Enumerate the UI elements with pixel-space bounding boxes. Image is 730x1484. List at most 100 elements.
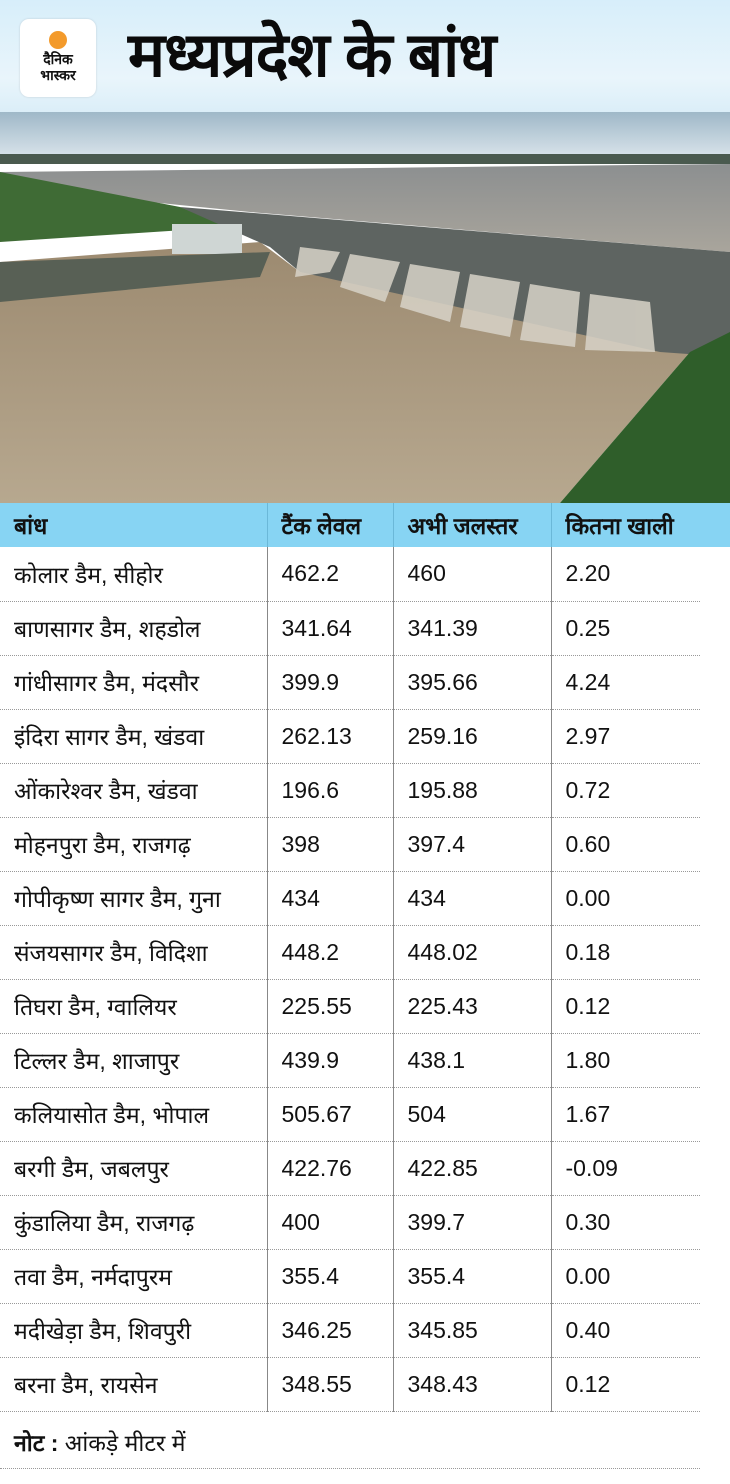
cell-empty: 0.12	[550, 979, 700, 1034]
table-row: ओंकारेश्वर डैम, खंडवा 196.6 195.88 0.72	[0, 763, 730, 818]
cell-current-level: 448.02	[392, 925, 551, 980]
row-spacer	[700, 871, 730, 925]
row-spacer	[700, 1303, 730, 1357]
cell-empty: 0.40	[550, 1303, 700, 1358]
cell-dam: तवा डैम, नर्मदापुरम	[0, 1249, 267, 1304]
table-row: टिल्लर डैम, शाजापुर 439.9 438.1 1.80	[0, 1033, 730, 1088]
cell-empty: 4.24	[550, 655, 700, 710]
cell-empty: 0.30	[550, 1195, 700, 1250]
cell-empty: 1.80	[550, 1033, 700, 1088]
cell-dam: कलियासोत डैम, भोपाल	[0, 1087, 267, 1142]
cell-tank-level: 462.2	[266, 547, 393, 602]
cell-tank-level: 398	[266, 817, 393, 872]
cell-current-level: 225.43	[392, 979, 551, 1034]
cell-tank-level: 505.67	[266, 1087, 393, 1142]
row-spacer	[700, 601, 730, 655]
cell-current-level: 345.85	[392, 1303, 551, 1358]
cell-empty: 0.12	[550, 1357, 700, 1412]
table-row: मोहनपुरा डैम, राजगढ़ 398 397.4 0.60	[0, 817, 730, 872]
logo-text-line2: भास्कर	[40, 67, 76, 83]
column-header-dam: बांध	[0, 503, 267, 547]
table-row: तिघरा डैम, ग्वालियर 225.55 225.43 0.12	[0, 979, 730, 1034]
cell-current-level: 422.85	[392, 1141, 551, 1196]
table-row: इंदिरा सागर डैम, खंडवा 262.13 259.16 2.97	[0, 709, 730, 764]
cell-empty: 0.00	[550, 1249, 700, 1304]
row-spacer	[700, 709, 730, 763]
row-spacer	[700, 763, 730, 817]
table-row: मदीखेड़ा डैम, शिवपुरी 346.25 345.85 0.40	[0, 1303, 730, 1358]
cell-dam: गोपीकृष्ण सागर डैम, गुना	[0, 871, 267, 926]
cell-current-level: 348.43	[392, 1357, 551, 1412]
row-spacer	[700, 1357, 730, 1411]
row-spacer	[700, 817, 730, 871]
cell-current-level: 460	[392, 547, 551, 602]
cell-tank-level: 225.55	[266, 979, 393, 1034]
cell-dam: बरना डैम, रायसेन	[0, 1357, 267, 1412]
row-spacer	[700, 1141, 730, 1195]
cell-empty: 0.60	[550, 817, 700, 872]
cell-dam: मोहनपुरा डैम, राजगढ़	[0, 817, 267, 872]
table-row: बरना डैम, रायसेन 348.55 348.43 0.12	[0, 1357, 730, 1412]
note-text: आंकड़े मीटर में	[58, 1430, 186, 1456]
row-spacer	[700, 655, 730, 709]
cell-dam: मदीखेड़ा डैम, शिवपुरी	[0, 1303, 267, 1358]
cell-tank-level: 400	[266, 1195, 393, 1250]
table-row: कोलार डैम, सीहोर 462.2 460 2.20	[0, 547, 730, 602]
column-header-empty: कितना खाली	[550, 503, 730, 547]
row-spacer	[700, 1195, 730, 1249]
table-row: संजयसागर डैम, विदिशा 448.2 448.02 0.18	[0, 925, 730, 980]
cell-current-level: 355.4	[392, 1249, 551, 1304]
cell-dam: कोलार डैम, सीहोर	[0, 547, 267, 602]
row-spacer	[700, 979, 730, 1033]
cell-current-level: 195.88	[392, 763, 551, 818]
cell-tank-level: 399.9	[266, 655, 393, 710]
cell-tank-level: 422.76	[266, 1141, 393, 1196]
row-spacer	[700, 1249, 730, 1303]
table-row: बरगी डैम, जबलपुर 422.76 422.85 -0.09	[0, 1141, 730, 1196]
row-spacer	[700, 1033, 730, 1087]
cell-tank-level: 262.13	[266, 709, 393, 764]
row-spacer	[700, 547, 730, 601]
divider	[0, 1468, 700, 1469]
cell-empty: 0.25	[550, 601, 700, 656]
cell-empty: 0.18	[550, 925, 700, 980]
cell-current-level: 434	[392, 871, 551, 926]
header-banner: दैनिक भास्कर मध्यप्रदेश के बांध	[0, 0, 730, 112]
cell-empty: 1.67	[550, 1087, 700, 1142]
sun-icon	[49, 31, 67, 49]
cell-empty: 0.00	[550, 871, 700, 926]
cell-dam: गांधीसागर डैम, मंदसौर	[0, 655, 267, 710]
cell-empty: 2.97	[550, 709, 700, 764]
dainik-bhaskar-logo: दैनिक भास्कर	[20, 19, 96, 97]
cell-dam: बरगी डैम, जबलपुर	[0, 1141, 267, 1196]
cell-dam: बाणसागर डैम, शहडोल	[0, 601, 267, 656]
cell-empty: 0.72	[550, 763, 700, 818]
cell-tank-level: 448.2	[266, 925, 393, 980]
cell-current-level: 504	[392, 1087, 551, 1142]
cell-current-level: 399.7	[392, 1195, 551, 1250]
column-header-current-level: अभी जलस्तर	[392, 503, 551, 547]
footnote: नोट : आंकड़े मीटर में	[14, 1428, 186, 1458]
cell-dam: संजयसागर डैम, विदिशा	[0, 925, 267, 980]
logo-text-line1: दैनिक	[43, 51, 73, 67]
cell-empty: 2.20	[550, 547, 700, 602]
cell-dam: तिघरा डैम, ग्वालियर	[0, 979, 267, 1034]
cell-current-level: 395.66	[392, 655, 551, 710]
table-row: बाणसागर डैम, शहडोल 341.64 341.39 0.25	[0, 601, 730, 656]
row-spacer	[700, 1087, 730, 1141]
cell-current-level: 341.39	[392, 601, 551, 656]
cell-dam: टिल्लर डैम, शाजापुर	[0, 1033, 267, 1088]
cell-dam: ओंकारेश्वर डैम, खंडवा	[0, 763, 267, 818]
cell-current-level: 259.16	[392, 709, 551, 764]
cell-dam: कुंडालिया डैम, राजगढ़	[0, 1195, 267, 1250]
table-header-row: बांध टैंक लेवल अभी जलस्तर कितना खाली	[0, 503, 730, 547]
cell-tank-level: 348.55	[266, 1357, 393, 1412]
cell-current-level: 438.1	[392, 1033, 551, 1088]
dam-table: बांध टैंक लेवल अभी जलस्तर कितना खाली कोल…	[0, 503, 730, 1412]
note-label: नोट :	[14, 1430, 59, 1456]
cell-tank-level: 346.25	[266, 1303, 393, 1358]
table-row: कलियासोत डैम, भोपाल 505.67 504 1.67	[0, 1087, 730, 1142]
cell-tank-level: 434	[266, 871, 393, 926]
cell-tank-level: 196.6	[266, 763, 393, 818]
column-header-tank-level: टैंक लेवल	[266, 503, 393, 547]
